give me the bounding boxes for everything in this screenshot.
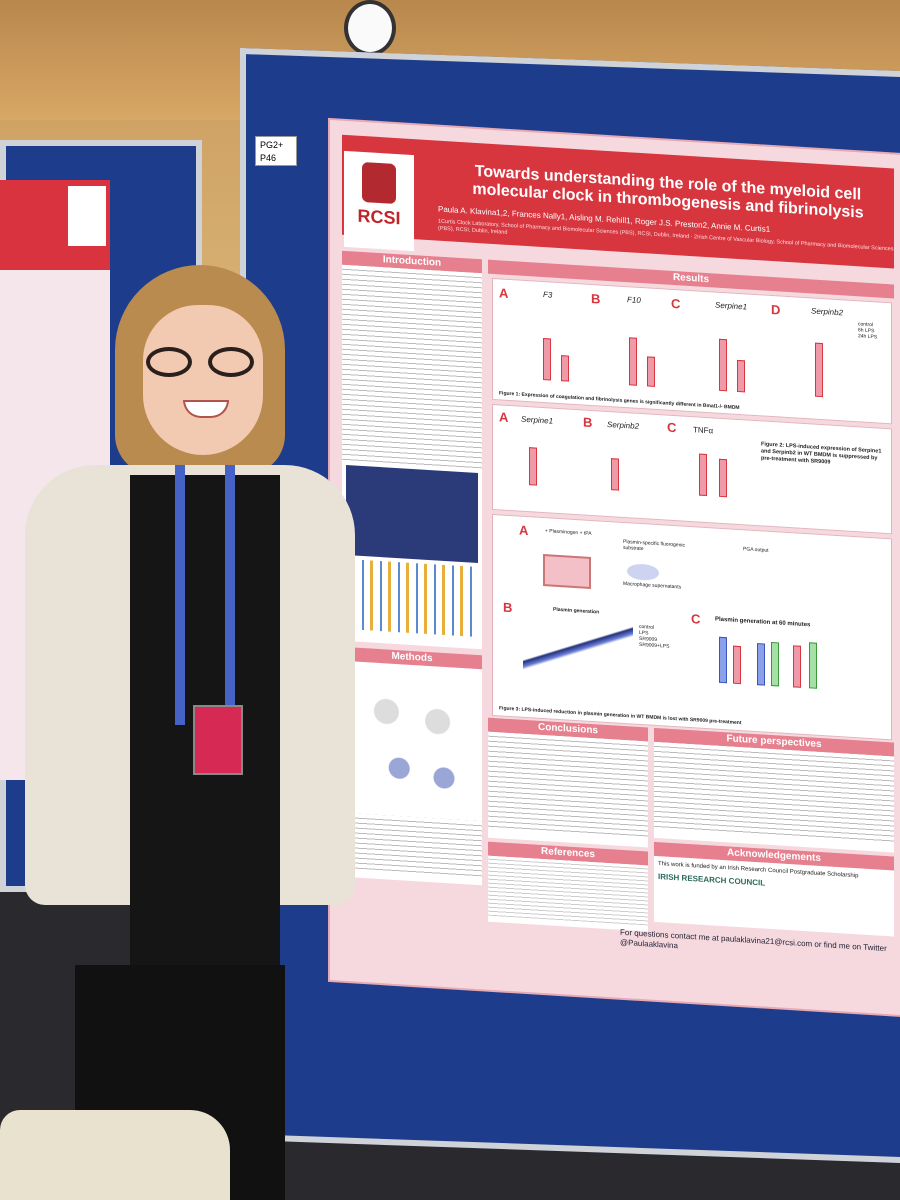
fig1-bar	[737, 359, 745, 393]
poster-header: Towards understanding the role of the my…	[342, 134, 894, 269]
fig1-bar	[629, 337, 637, 386]
fig1-legend: control 6h LPS 24h LPS	[858, 321, 890, 341]
well-plate-icon	[543, 554, 591, 589]
fig2-panel-b-label: B	[583, 414, 593, 431]
fig3-bar	[793, 645, 801, 688]
research-poster: Towards understanding the role of the my…	[330, 120, 900, 1015]
fig1-bar	[647, 356, 655, 387]
fig1-bar	[815, 342, 823, 398]
fig1-panel-c-label: C	[671, 295, 681, 312]
fig3-bar	[719, 636, 727, 684]
conclusions-body	[488, 731, 648, 838]
figure-1: A F3 B F10 C Serpine1 D Serpinb2 control…	[492, 277, 892, 425]
id-badge	[193, 705, 243, 775]
fig2-bar	[719, 458, 727, 498]
crest-icon	[362, 161, 396, 205]
fig3-bar	[733, 645, 741, 685]
tag-line-1: PG2+	[260, 140, 284, 150]
fig3-panel-a-label: A	[519, 522, 529, 539]
fig1-panel-a-gene: F3	[543, 290, 553, 300]
tote-bag	[0, 1110, 230, 1200]
dish-icon	[627, 563, 659, 582]
figure-3: A + Plasminogen + tPA Plasmin-specific f…	[492, 513, 892, 741]
fig3-output: PGA output	[743, 546, 769, 554]
glasses-icon	[146, 347, 258, 377]
fig1-panel-d-label: D	[771, 301, 781, 318]
fig2-bar	[529, 447, 537, 486]
fig2-panel-a-label: A	[499, 409, 509, 425]
logo-text: RCSI	[357, 205, 401, 229]
fig1-bar	[561, 355, 569, 382]
fig3-plasmin-title: Plasmin generation	[553, 606, 600, 616]
conclusions-column: Conclusions	[488, 717, 648, 848]
fig1-panel-b-gene: F10	[627, 295, 641, 306]
fig2-caption: Figure 2: LPS-induced expression of Serp…	[761, 441, 882, 466]
left-poster-logo	[68, 186, 106, 246]
fig2-bar	[699, 453, 707, 497]
fig3-step3: Macrophage supernatants	[623, 580, 682, 591]
future-body	[654, 741, 894, 843]
fig1-panel-a-label: A	[499, 285, 509, 301]
wall-clock	[344, 0, 396, 56]
lanyard	[175, 465, 235, 725]
fig3-legend-left: control LPS SR9009 SR9009+LPS	[639, 624, 685, 651]
fig3-bar	[757, 643, 765, 686]
tag-line-2: P46	[260, 153, 277, 163]
fig2-panel-a-gene: Serpine1	[521, 414, 554, 426]
fig2-panel-c-label: C	[667, 419, 677, 436]
fig3-plasmin60-title: Plasmin generation at 60 minutes	[715, 616, 811, 629]
presenter	[15, 265, 375, 1200]
poster-number-tag: PG2+ P46	[255, 136, 297, 166]
face	[143, 305, 263, 455]
fig3-panel-b-label: B	[503, 599, 513, 616]
fig3-step2: Plasmin-specific fluorogenic substrate	[623, 538, 685, 553]
fig1-panel-d-gene: Serpinb2	[811, 306, 844, 318]
fig2-panel-b-gene: Serpinb2	[607, 419, 640, 431]
rcsi-logo: RCSI	[344, 150, 414, 252]
references-body	[488, 855, 648, 926]
fig1-panel-c-gene: Serpine1	[715, 300, 748, 312]
fig2-bar	[611, 458, 619, 491]
fig3-bar	[771, 641, 779, 687]
fig1-bar	[719, 338, 727, 392]
future-column: Future perspectives	[654, 727, 894, 853]
fig1-bar	[543, 338, 551, 381]
plasmin-curve-chart	[523, 614, 633, 682]
fig3-step1: + Plasminogen + tPA	[545, 528, 592, 538]
fig1-legend-item: 24h LPS	[858, 333, 878, 341]
fig2-panel-c-gene: TNFα	[693, 425, 714, 436]
fig3-panel-c-label: C	[691, 611, 701, 627]
fig1-panel-b-label: B	[591, 290, 601, 307]
acknowledgements-column: Acknowledgements This work is funded by …	[654, 841, 894, 937]
references-column: References	[488, 841, 648, 932]
fig3-bar	[809, 642, 817, 689]
